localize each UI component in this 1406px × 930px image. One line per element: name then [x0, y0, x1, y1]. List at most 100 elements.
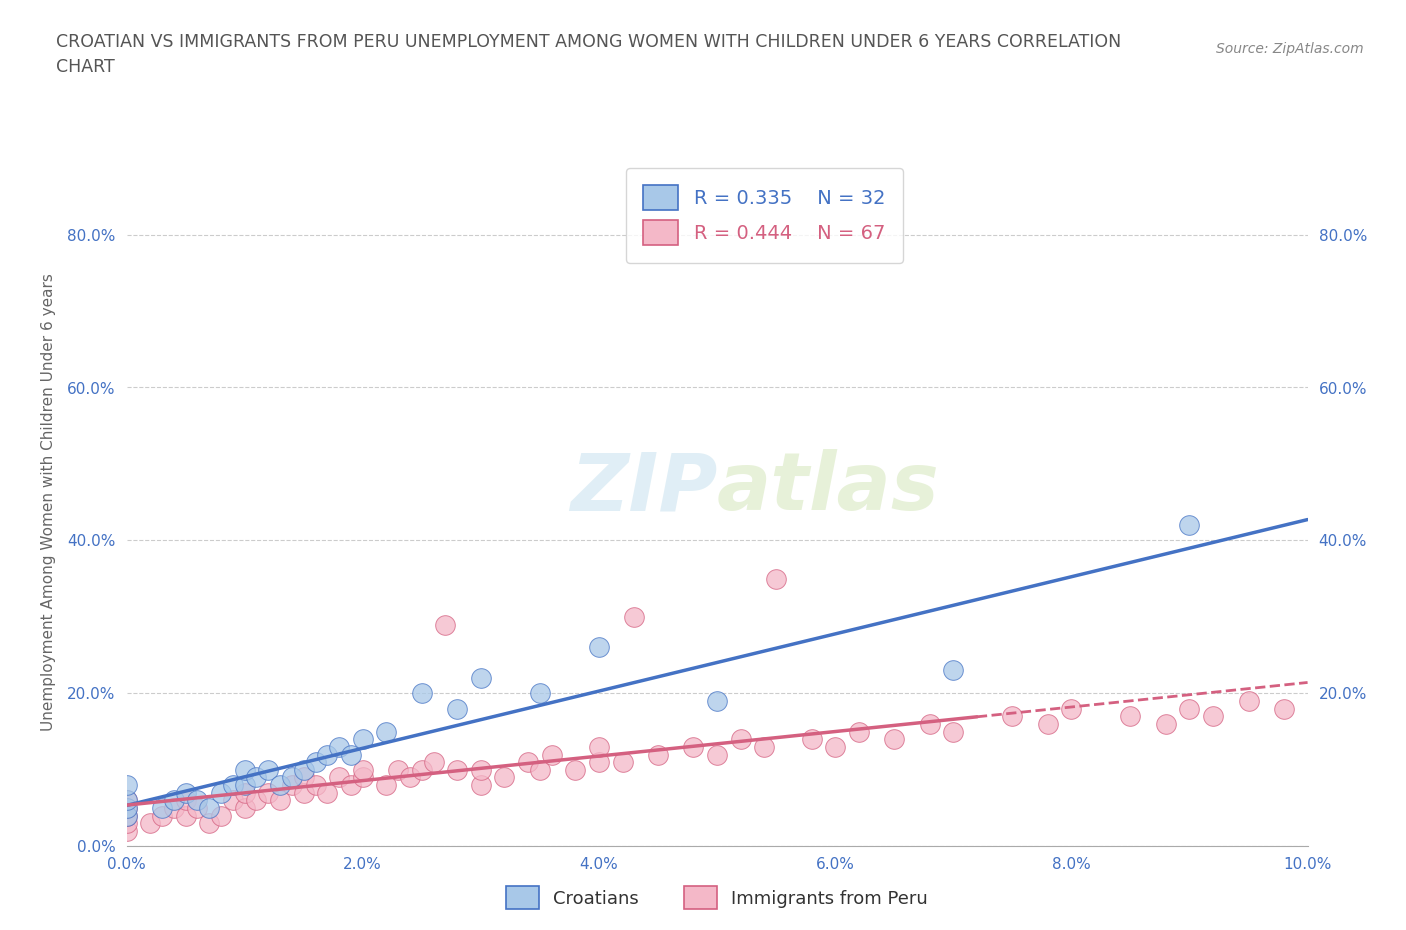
Point — [209, 785, 232, 800]
Point — [517, 755, 540, 770]
Point — [281, 770, 304, 785]
Point — [529, 686, 551, 701]
Point — [623, 609, 645, 624]
Point — [222, 777, 245, 792]
Point — [706, 747, 728, 762]
Point — [647, 747, 669, 762]
Point — [328, 770, 350, 785]
Point — [245, 793, 267, 808]
Point — [233, 777, 256, 792]
Point — [163, 801, 186, 816]
Point — [848, 724, 870, 739]
Point — [540, 747, 562, 762]
Point — [942, 663, 965, 678]
Point — [1202, 709, 1225, 724]
Point — [411, 763, 433, 777]
Point — [316, 785, 339, 800]
Point — [198, 816, 221, 830]
Point — [281, 777, 304, 792]
Point — [375, 777, 398, 792]
Point — [222, 793, 245, 808]
Point — [800, 732, 823, 747]
Point — [269, 777, 291, 792]
Point — [340, 747, 363, 762]
Point — [292, 763, 315, 777]
Point — [233, 763, 256, 777]
Point — [706, 694, 728, 709]
Point — [918, 716, 941, 731]
Point — [115, 816, 138, 830]
Point — [434, 618, 457, 632]
Point — [942, 724, 965, 739]
Point — [1178, 701, 1201, 716]
Point — [186, 801, 208, 816]
Point — [588, 739, 610, 754]
Point — [316, 747, 339, 762]
Point — [422, 755, 444, 770]
Point — [1178, 518, 1201, 533]
Point — [399, 770, 422, 785]
Point — [375, 724, 398, 739]
Point — [328, 739, 350, 754]
Point — [446, 763, 468, 777]
Point — [1001, 709, 1024, 724]
Point — [304, 755, 326, 770]
Point — [150, 801, 173, 816]
Point — [292, 785, 315, 800]
Point — [115, 801, 138, 816]
Text: Source: ZipAtlas.com: Source: ZipAtlas.com — [1216, 42, 1364, 56]
Point — [588, 640, 610, 655]
Point — [446, 701, 468, 716]
Point — [494, 770, 516, 785]
Point — [1036, 716, 1059, 731]
Point — [174, 793, 197, 808]
Point — [292, 770, 315, 785]
Point — [174, 808, 197, 823]
Text: atlas: atlas — [717, 449, 939, 527]
Point — [233, 801, 256, 816]
Point — [470, 671, 492, 685]
Point — [304, 777, 326, 792]
Point — [765, 571, 787, 586]
Point — [730, 732, 752, 747]
Point — [1119, 709, 1142, 724]
Point — [352, 732, 374, 747]
Point — [115, 801, 138, 816]
Point — [269, 793, 291, 808]
Point — [163, 793, 186, 808]
Point — [245, 770, 267, 785]
Point — [1237, 694, 1260, 709]
Point — [387, 763, 409, 777]
Point — [257, 763, 280, 777]
Point — [352, 763, 374, 777]
Point — [115, 777, 138, 792]
Point — [612, 755, 634, 770]
Point — [883, 732, 905, 747]
Point — [1154, 716, 1177, 731]
Legend: Croatians, Immigrants from Peru: Croatians, Immigrants from Peru — [499, 879, 935, 916]
Point — [352, 770, 374, 785]
Point — [233, 785, 256, 800]
Point — [139, 816, 162, 830]
Point — [115, 808, 138, 823]
Point — [209, 808, 232, 823]
Text: ZIP: ZIP — [569, 449, 717, 527]
Point — [198, 801, 221, 816]
Point — [470, 763, 492, 777]
Point — [115, 793, 138, 808]
Point — [257, 785, 280, 800]
Point — [564, 763, 586, 777]
Point — [754, 739, 776, 754]
Point — [340, 777, 363, 792]
Point — [1060, 701, 1083, 716]
Point — [588, 755, 610, 770]
Point — [115, 808, 138, 823]
Point — [186, 793, 208, 808]
Point — [529, 763, 551, 777]
Point — [470, 777, 492, 792]
Point — [1272, 701, 1295, 716]
Point — [411, 686, 433, 701]
Point — [682, 739, 704, 754]
Point — [174, 785, 197, 800]
Point — [150, 808, 173, 823]
